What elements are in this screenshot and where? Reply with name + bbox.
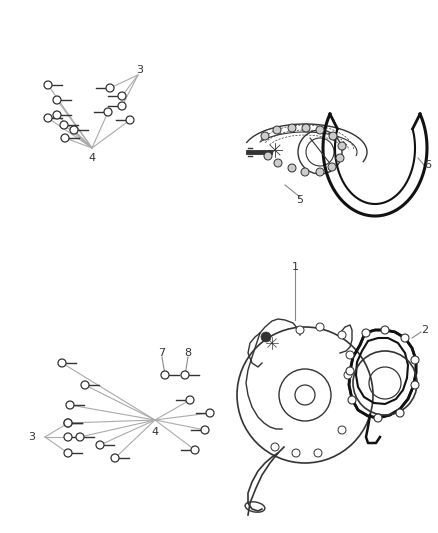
Circle shape xyxy=(346,367,354,375)
Text: 2: 2 xyxy=(421,325,428,335)
Circle shape xyxy=(96,441,104,449)
Circle shape xyxy=(44,114,52,122)
Circle shape xyxy=(191,446,199,454)
Circle shape xyxy=(316,323,324,331)
Text: 5: 5 xyxy=(297,195,304,205)
Circle shape xyxy=(344,371,352,379)
Circle shape xyxy=(64,419,72,427)
Circle shape xyxy=(329,132,337,140)
Circle shape xyxy=(64,449,72,457)
Circle shape xyxy=(58,359,66,367)
Circle shape xyxy=(118,92,126,100)
Circle shape xyxy=(328,163,336,171)
Circle shape xyxy=(81,381,89,389)
Circle shape xyxy=(316,168,324,176)
Circle shape xyxy=(374,414,382,422)
Circle shape xyxy=(186,396,194,404)
Circle shape xyxy=(201,426,209,434)
Circle shape xyxy=(181,371,189,379)
Circle shape xyxy=(314,449,322,457)
Circle shape xyxy=(316,126,324,134)
Circle shape xyxy=(288,164,296,172)
Circle shape xyxy=(53,111,61,119)
Text: 6: 6 xyxy=(424,160,431,170)
Text: 3: 3 xyxy=(137,65,144,75)
Circle shape xyxy=(292,449,300,457)
Circle shape xyxy=(401,334,409,342)
Circle shape xyxy=(264,152,272,160)
Circle shape xyxy=(338,142,346,150)
Text: 7: 7 xyxy=(159,348,166,358)
Circle shape xyxy=(76,433,84,441)
Circle shape xyxy=(346,351,354,359)
Circle shape xyxy=(44,81,52,89)
Circle shape xyxy=(53,96,61,104)
Circle shape xyxy=(288,124,296,132)
Circle shape xyxy=(274,159,282,167)
Circle shape xyxy=(271,443,279,451)
Circle shape xyxy=(161,371,169,379)
Circle shape xyxy=(273,126,281,134)
Circle shape xyxy=(106,84,114,92)
Text: 4: 4 xyxy=(152,427,159,437)
Circle shape xyxy=(302,124,310,132)
Circle shape xyxy=(261,132,269,140)
Circle shape xyxy=(396,409,404,417)
Circle shape xyxy=(70,126,78,134)
Circle shape xyxy=(64,433,72,441)
Circle shape xyxy=(64,419,72,427)
Circle shape xyxy=(301,168,309,176)
Circle shape xyxy=(66,401,74,409)
Circle shape xyxy=(348,396,356,404)
Circle shape xyxy=(296,326,304,334)
Circle shape xyxy=(362,329,370,337)
Circle shape xyxy=(60,121,68,129)
Circle shape xyxy=(336,154,344,162)
Circle shape xyxy=(338,426,346,434)
Circle shape xyxy=(261,332,271,342)
Circle shape xyxy=(104,108,112,116)
Circle shape xyxy=(411,356,419,364)
Text: 8: 8 xyxy=(184,348,191,358)
Circle shape xyxy=(126,116,134,124)
Circle shape xyxy=(61,134,69,142)
Circle shape xyxy=(338,331,346,339)
Text: 3: 3 xyxy=(28,432,35,442)
Circle shape xyxy=(206,409,214,417)
Circle shape xyxy=(118,102,126,110)
Circle shape xyxy=(111,454,119,462)
Text: 1: 1 xyxy=(292,262,299,272)
Text: 4: 4 xyxy=(88,153,95,163)
Circle shape xyxy=(411,381,419,389)
Circle shape xyxy=(381,326,389,334)
